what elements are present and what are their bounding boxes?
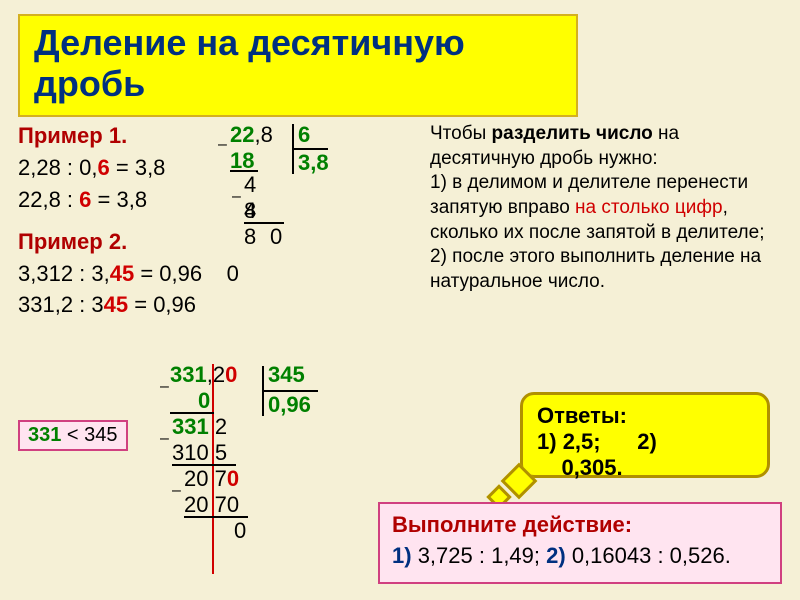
rules-point2: 2) после этого выполнить деление на нату… [430,245,780,294]
example2-label: Пример 2. [18,226,418,258]
title-box: Деление на десятичную дробь [18,14,578,117]
rules-point1: 1) в делимом и делителе перенести запяту… [430,171,780,245]
example2-line2: 331,2 : 345 = 0,96 [18,289,418,321]
task-body: 1) 3,725 : 1,49; 2) 0,16043 : 0,526. [392,541,768,572]
example2-line1: 3,312 : 3,45 = 0,96 0 [18,258,418,290]
answers-body: 1) 2,5; 2) 0,305. [537,429,753,481]
example1-line2: 22,8 : 6 = 3,8 [18,184,418,216]
comparison-box: 331 < 345 [18,420,128,451]
page-title: Деление на десятичную дробь [34,22,562,105]
example1-line1: 2,28 : 0,6 = 3,8 [18,152,418,184]
rules-intro: Чтобы разделить число на десятичную дроб… [430,122,780,171]
rules-text: Чтобы разделить число на десятичную дроб… [430,122,780,295]
task-box: Выполните действие: 1) 3,725 : 1,49; 2) … [378,502,782,584]
answers-title: Ответы: [537,403,753,429]
answers-callout: Ответы: 1) 2,5; 2) 0,305. [520,392,770,478]
task-title: Выполните действие: [392,510,768,541]
